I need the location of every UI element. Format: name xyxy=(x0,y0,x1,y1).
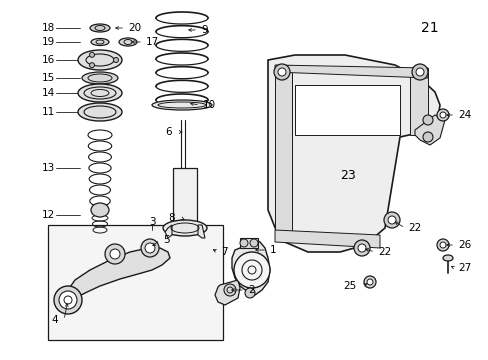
Circle shape xyxy=(415,68,423,76)
Ellipse shape xyxy=(82,72,118,84)
Circle shape xyxy=(110,249,120,259)
Circle shape xyxy=(89,63,94,68)
Polygon shape xyxy=(215,280,240,305)
Circle shape xyxy=(353,240,369,256)
Text: 14: 14 xyxy=(41,88,55,98)
Text: 11: 11 xyxy=(41,107,55,117)
Text: 24: 24 xyxy=(457,110,470,120)
Text: 20: 20 xyxy=(128,23,141,33)
Polygon shape xyxy=(65,248,170,308)
Circle shape xyxy=(54,286,82,314)
Text: 19: 19 xyxy=(41,37,55,47)
Text: 4: 4 xyxy=(51,315,58,325)
Bar xyxy=(48,225,223,340)
Text: 7: 7 xyxy=(221,247,227,257)
Circle shape xyxy=(278,68,285,76)
Ellipse shape xyxy=(91,203,109,217)
Ellipse shape xyxy=(442,255,452,261)
Text: 21: 21 xyxy=(420,21,438,35)
Circle shape xyxy=(59,291,77,309)
Text: 18: 18 xyxy=(41,23,55,33)
Text: 17: 17 xyxy=(146,37,159,47)
Circle shape xyxy=(234,252,269,288)
Ellipse shape xyxy=(78,50,122,70)
Text: 1: 1 xyxy=(269,245,276,255)
Text: 22: 22 xyxy=(407,223,420,233)
Polygon shape xyxy=(267,55,439,252)
Polygon shape xyxy=(274,230,379,248)
Ellipse shape xyxy=(78,84,122,102)
Circle shape xyxy=(357,244,365,252)
Polygon shape xyxy=(274,65,291,240)
Circle shape xyxy=(363,276,375,288)
Text: 22: 22 xyxy=(377,247,390,257)
Text: 23: 23 xyxy=(340,168,355,181)
Polygon shape xyxy=(294,85,399,135)
Circle shape xyxy=(439,112,445,118)
Circle shape xyxy=(240,239,247,247)
Circle shape xyxy=(89,52,94,57)
Text: 3: 3 xyxy=(148,217,155,227)
Polygon shape xyxy=(240,238,258,248)
Circle shape xyxy=(387,216,395,224)
Ellipse shape xyxy=(152,100,212,110)
Text: 25: 25 xyxy=(343,281,356,291)
Circle shape xyxy=(113,58,118,63)
Circle shape xyxy=(383,212,399,228)
Ellipse shape xyxy=(91,39,109,45)
Polygon shape xyxy=(173,168,197,225)
Text: 6: 6 xyxy=(165,127,172,137)
Circle shape xyxy=(436,109,448,121)
Circle shape xyxy=(244,288,254,298)
Text: 8: 8 xyxy=(168,213,175,223)
Circle shape xyxy=(439,242,445,248)
Text: 16: 16 xyxy=(41,55,55,65)
Circle shape xyxy=(366,279,372,285)
Circle shape xyxy=(145,243,155,253)
Polygon shape xyxy=(414,115,444,145)
Circle shape xyxy=(224,284,236,296)
Text: 5: 5 xyxy=(163,235,169,245)
Text: 12: 12 xyxy=(41,210,55,220)
Polygon shape xyxy=(409,68,427,135)
Polygon shape xyxy=(164,225,172,238)
Text: 27: 27 xyxy=(457,263,470,273)
Polygon shape xyxy=(274,65,427,78)
Circle shape xyxy=(422,132,432,142)
Ellipse shape xyxy=(90,24,110,32)
Text: 2: 2 xyxy=(247,285,254,295)
Text: 10: 10 xyxy=(203,100,216,110)
Circle shape xyxy=(436,239,448,251)
Ellipse shape xyxy=(119,38,137,46)
Polygon shape xyxy=(198,225,204,238)
Text: 9: 9 xyxy=(201,25,207,35)
Ellipse shape xyxy=(163,220,206,236)
Circle shape xyxy=(249,239,258,247)
Text: 13: 13 xyxy=(41,163,55,173)
Polygon shape xyxy=(231,240,269,295)
Text: 15: 15 xyxy=(41,73,55,83)
Circle shape xyxy=(273,64,289,80)
Text: 26: 26 xyxy=(457,240,470,250)
Circle shape xyxy=(105,244,125,264)
Circle shape xyxy=(422,115,432,125)
Circle shape xyxy=(411,64,427,80)
Ellipse shape xyxy=(78,103,122,121)
Circle shape xyxy=(141,239,159,257)
